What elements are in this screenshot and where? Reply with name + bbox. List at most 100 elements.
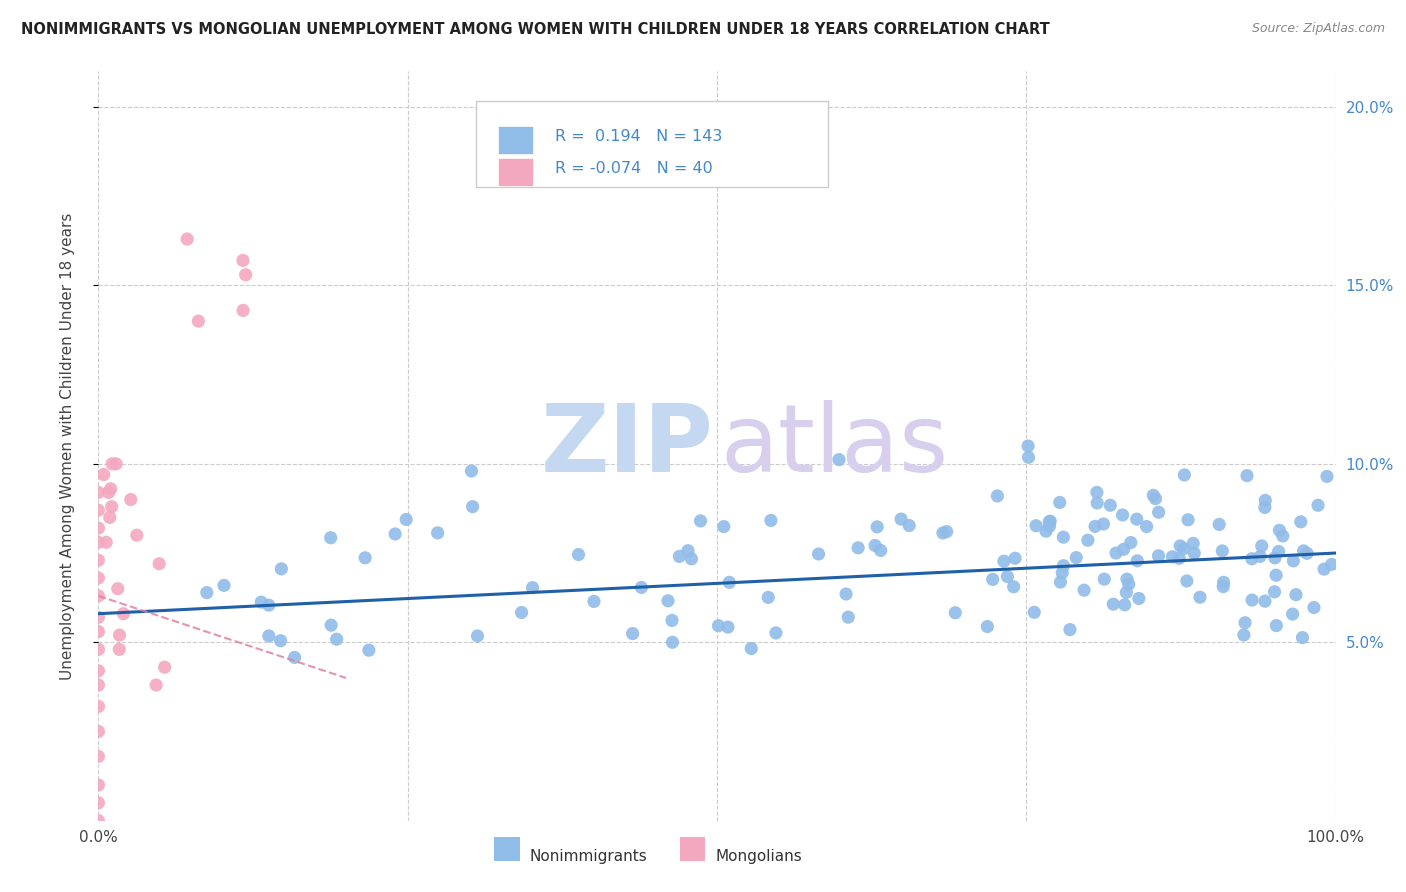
Point: [567, 548, 589, 562]
Point: [676, 543, 699, 558]
Point: [87, 571, 110, 585]
Point: [1208, 517, 1230, 532]
Point: [87, 610, 110, 624]
Point: [284, 650, 307, 665]
Point: [1316, 469, 1339, 483]
Point: [807, 547, 830, 561]
Point: [835, 587, 858, 601]
Point: [630, 581, 652, 595]
Point: [108, 642, 131, 657]
Point: [713, 519, 735, 533]
Point: [522, 581, 544, 595]
Point: [125, 528, 148, 542]
Point: [1114, 598, 1136, 612]
Point: [837, 610, 859, 624]
Point: [321, 618, 343, 632]
Point: [1313, 562, 1336, 576]
Point: [1211, 544, 1233, 558]
Point: [1236, 468, 1258, 483]
Point: [1142, 488, 1164, 502]
Point: [1291, 631, 1313, 645]
Point: [1182, 546, 1205, 560]
Point: [87, 642, 110, 657]
Point: [460, 464, 482, 478]
Point: [1234, 615, 1257, 630]
Point: [1267, 544, 1289, 558]
Point: [765, 626, 787, 640]
Point: [1112, 542, 1135, 557]
Point: [932, 526, 955, 541]
Point: [668, 549, 690, 564]
Point: [1017, 439, 1039, 453]
Point: [1116, 572, 1139, 586]
Point: [1249, 549, 1271, 564]
Point: [1092, 516, 1115, 531]
Point: [1168, 551, 1191, 566]
Point: [87, 535, 110, 549]
Point: [354, 550, 377, 565]
Point: [87, 699, 110, 714]
Point: [100, 500, 122, 514]
Point: [87, 749, 110, 764]
Point: [1038, 515, 1060, 529]
Point: [1175, 574, 1198, 588]
Point: [232, 253, 254, 268]
Point: [1281, 607, 1303, 621]
Point: [1271, 529, 1294, 543]
Point: [890, 512, 912, 526]
Point: [661, 635, 683, 649]
Point: [148, 557, 170, 571]
Point: [943, 606, 966, 620]
Point: [1254, 493, 1277, 508]
Point: [1296, 546, 1319, 560]
Point: [1073, 583, 1095, 598]
Point: [120, 492, 142, 507]
Point: [756, 591, 779, 605]
Point: [325, 632, 347, 647]
Point: [1188, 591, 1211, 605]
Point: [976, 619, 998, 633]
Point: [740, 641, 762, 656]
Point: [1102, 597, 1125, 611]
Point: [1092, 572, 1115, 586]
Point: [1285, 588, 1308, 602]
Point: [187, 314, 209, 328]
Point: [1282, 554, 1305, 568]
Point: [87, 814, 110, 828]
Point: [250, 595, 273, 609]
Text: R = -0.074   N = 40: R = -0.074 N = 40: [555, 161, 713, 176]
Point: [1173, 467, 1195, 482]
Point: [461, 500, 484, 514]
Point: [1254, 594, 1277, 608]
Point: [1240, 551, 1263, 566]
Point: [1064, 550, 1087, 565]
Point: [1018, 450, 1040, 465]
FancyBboxPatch shape: [475, 102, 828, 187]
Point: [105, 457, 128, 471]
Point: [108, 628, 131, 642]
Point: [1147, 549, 1170, 563]
Point: [1002, 580, 1025, 594]
Point: [1268, 524, 1291, 538]
Point: [1168, 539, 1191, 553]
Point: [1085, 496, 1108, 510]
Point: [828, 452, 851, 467]
Point: [582, 594, 605, 608]
Text: ZIP: ZIP: [540, 400, 713, 492]
Point: [1077, 533, 1099, 548]
Point: [98, 510, 121, 524]
Point: [1320, 558, 1343, 572]
Point: [1306, 498, 1329, 512]
Point: [87, 796, 110, 810]
Point: [1161, 549, 1184, 564]
Point: [101, 457, 124, 471]
Point: [1144, 491, 1167, 506]
Point: [1250, 539, 1272, 553]
Point: [426, 525, 449, 540]
Point: [384, 527, 406, 541]
Point: [1084, 519, 1107, 533]
Point: [1292, 544, 1315, 558]
Point: [993, 554, 1015, 568]
Point: [510, 606, 533, 620]
Point: [1182, 536, 1205, 550]
